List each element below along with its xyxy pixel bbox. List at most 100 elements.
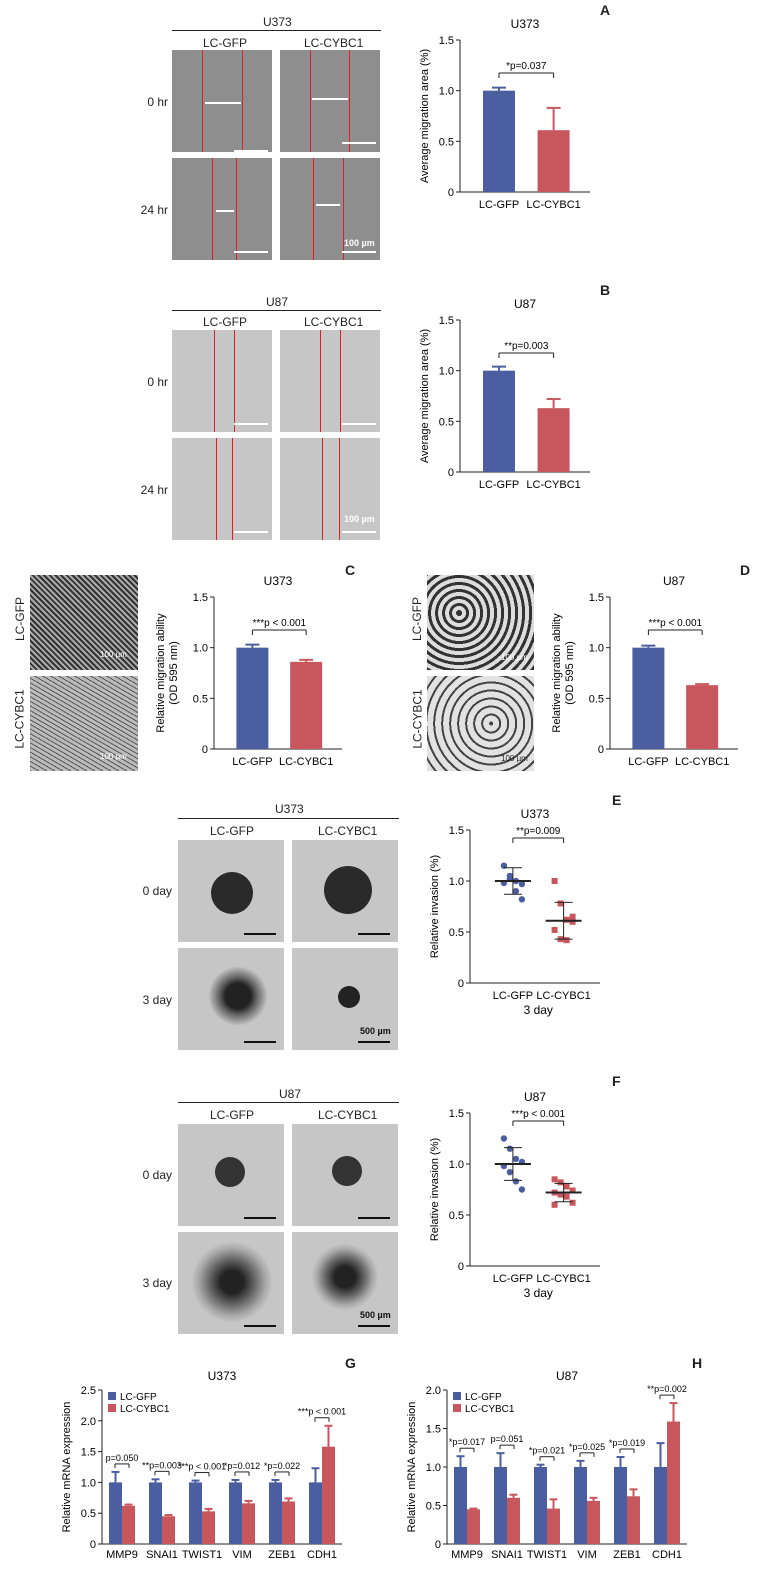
y-tick-label: 2.0 xyxy=(81,1416,96,1428)
x-tick-label: ZEB1 xyxy=(268,1549,296,1561)
micrograph-e-cybc1-0day xyxy=(292,840,398,942)
panel-c-row-gfp: LC-GFP xyxy=(13,596,28,642)
bar xyxy=(202,1511,215,1544)
micrograph-f-gfp-0day xyxy=(178,1124,284,1226)
panel-b-letter: B xyxy=(600,282,611,298)
chart-c: U373 0 0.5 1.0 1.5 Relative migration ability… xyxy=(155,574,342,768)
y-tick-label: 0 xyxy=(202,744,208,756)
y-tick-label: 1.5 xyxy=(439,35,454,47)
panel-d-letter: D xyxy=(740,562,751,578)
y-tick-label: 1.0 xyxy=(589,643,604,655)
panel-b-header-line xyxy=(172,310,381,311)
micrograph-e-gfp-3day xyxy=(178,948,284,1050)
data-point xyxy=(512,888,520,895)
y-tick-label: 0.5 xyxy=(439,136,454,148)
bar xyxy=(109,1482,122,1544)
bar xyxy=(122,1505,135,1544)
chart-title: U87 xyxy=(556,1369,578,1383)
data-point xyxy=(569,913,576,920)
scale-bar-label: 100 µm xyxy=(501,754,528,763)
data-point xyxy=(563,916,570,923)
y-tick-label: 1.0 xyxy=(81,1477,96,1489)
micrograph-b-gfp-0hr xyxy=(172,330,272,432)
x-axis-label: 3 day xyxy=(524,1003,553,1017)
micrograph-b-cybc1-0hr xyxy=(280,330,380,432)
data-point xyxy=(551,1201,558,1208)
data-point xyxy=(506,1145,514,1152)
micrograph-d-cybc1: 100 µm xyxy=(427,676,534,771)
chart-title: U373 xyxy=(264,574,293,588)
significance-label: ***p < 0.001 xyxy=(511,1109,565,1120)
chart-title: U373 xyxy=(208,1369,237,1383)
x-tick-label: LC-CYBC1 xyxy=(536,990,590,1002)
x-tick-label: CDH1 xyxy=(652,1549,682,1561)
data-point xyxy=(512,1178,520,1185)
micrograph-a-gfp-0hr xyxy=(172,50,272,152)
x-tick-label: VIM xyxy=(232,1549,252,1561)
bar xyxy=(162,1516,175,1544)
panel-a-header: U373 xyxy=(263,15,292,29)
y-axis-label: (OD 595 nm) xyxy=(564,641,576,705)
x-tick-label: TWIST1 xyxy=(527,1549,567,1561)
data-point xyxy=(569,918,576,925)
x-tick-label: LC-GFP xyxy=(232,756,272,768)
data-point xyxy=(551,1176,558,1183)
scale-bar-label: 500 µm xyxy=(360,1310,391,1320)
bar xyxy=(627,1496,640,1544)
y-tick-label: 1.0 xyxy=(449,1159,464,1171)
y-tick-label: 0.5 xyxy=(426,1501,441,1513)
x-tick-label: CDH1 xyxy=(307,1549,337,1561)
significance-label: *p=0.021 xyxy=(529,1446,565,1456)
chart-title: U373 xyxy=(511,17,540,31)
panel-a-col-cybc1: LC-CYBC1 xyxy=(304,36,364,50)
y-tick-label: 0 xyxy=(598,744,604,756)
x-tick-label: LC-GFP xyxy=(628,756,668,768)
bar xyxy=(632,647,665,749)
micrograph-a-gfp-24hr xyxy=(172,158,272,260)
x-tick-label: LC-CYBC1 xyxy=(279,756,333,768)
panel-h-letter: H xyxy=(692,1355,703,1371)
scale-bar-label: 500 µm xyxy=(360,1026,391,1036)
y-tick-label: 1.5 xyxy=(439,315,454,327)
significance-label: ***p < 0.001 xyxy=(252,618,306,629)
data-point xyxy=(506,1168,514,1176)
panel-e-header: U373 xyxy=(275,802,304,816)
y-tick-label: 0.5 xyxy=(589,693,604,705)
data-point xyxy=(563,937,570,944)
panel-e-letter: E xyxy=(612,792,622,808)
y-axis-label: Relative invasion (%) xyxy=(429,1138,441,1241)
legend-swatch xyxy=(453,1404,461,1412)
panel-f-col-cybc1: LC-CYBC1 xyxy=(318,1108,378,1122)
significance-label: **p=0.009 xyxy=(516,826,561,837)
y-tick-label: 1.5 xyxy=(426,1424,441,1436)
panel-g-letter: G xyxy=(345,1355,356,1371)
bar xyxy=(282,1501,295,1544)
y-tick-label: 1.0 xyxy=(439,366,454,378)
y-axis-label: (OD 595 nm) xyxy=(168,641,180,705)
bar xyxy=(242,1503,255,1544)
panel-f-row-0day: 0 day xyxy=(142,1168,172,1182)
panel-b-col-cybc1: LC-CYBC1 xyxy=(304,315,364,329)
panel-a-row-24hr: 24 hr xyxy=(140,203,168,217)
x-tick-label: LC-CYBC1 xyxy=(536,1273,590,1285)
micrograph-a-cybc1-24hr: 100 µm xyxy=(280,158,380,260)
y-tick-label: 0 xyxy=(458,978,464,990)
micrograph-e-cybc1-3day: 500 µm xyxy=(292,948,398,1050)
significance-label: p=0.050 xyxy=(106,1453,139,1463)
y-tick-label: 0 xyxy=(435,1539,441,1551)
y-axis-label: Relative mRNA expression xyxy=(406,1402,418,1533)
x-tick-label: MMP9 xyxy=(106,1549,138,1561)
x-tick-label: TWIST1 xyxy=(182,1549,222,1561)
panel-a-letter: A xyxy=(600,2,611,18)
y-tick-label: 1.0 xyxy=(426,1462,441,1474)
y-tick-label: 1.0 xyxy=(449,876,464,888)
significance-label: p=0.051 xyxy=(491,1434,524,1444)
data-point xyxy=(551,926,558,933)
bar xyxy=(483,90,515,192)
significance-label: **p=0.003 xyxy=(504,341,549,352)
legend-swatch xyxy=(453,1392,461,1400)
scale-bar-label: 100 µm xyxy=(501,653,528,662)
x-tick-label: LC-GFP xyxy=(479,199,519,211)
significance-label: *p=0.022 xyxy=(264,1461,300,1471)
y-axis-label: Relative migration ability xyxy=(155,613,167,733)
